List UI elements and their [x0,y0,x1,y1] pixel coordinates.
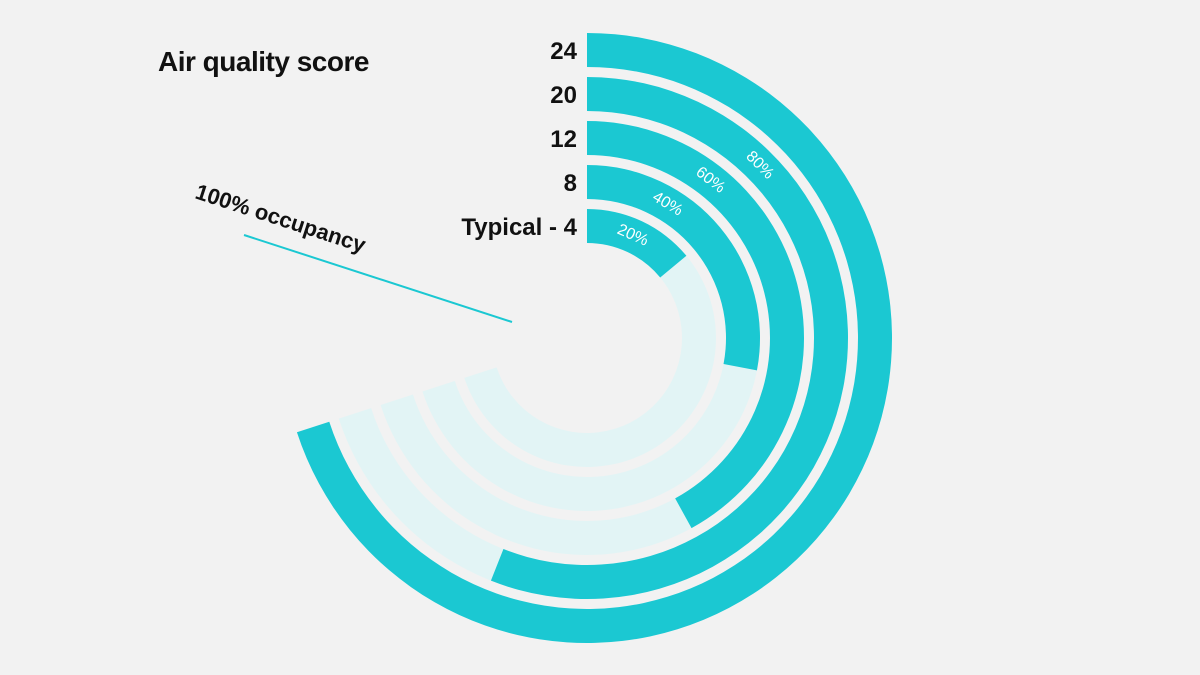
ring-bars [296,33,893,643]
ring-bar [587,209,687,278]
ring-label: 12 [550,126,577,153]
occupancy-marker: 100% occupancy [192,179,513,323]
ring-bar [587,165,761,371]
ring-label: 8 [564,170,577,197]
ring-labels: Typical - 4 8 12 20 24 [461,38,577,241]
ring-label: 20 [550,82,577,109]
chart-title: Air quality score [158,46,369,77]
ring-label: 24 [550,38,577,65]
ring-label: Typical - 4 [461,214,577,241]
occupancy-line [243,234,513,323]
ring-bar [587,121,805,529]
